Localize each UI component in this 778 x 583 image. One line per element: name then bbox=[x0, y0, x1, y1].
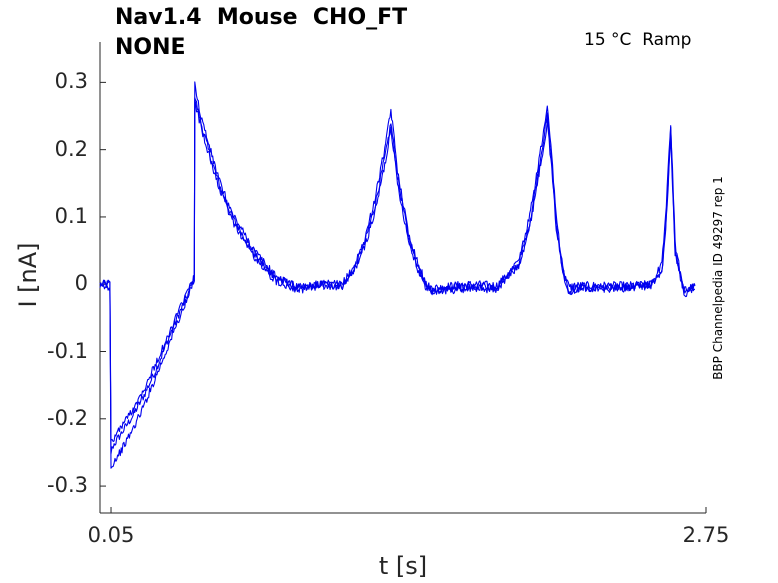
x-tick-label: 2.75 bbox=[682, 523, 730, 547]
x-axis-label: t [s] bbox=[378, 552, 428, 580]
trace-line-1 bbox=[99, 97, 696, 455]
trace-line-2 bbox=[99, 81, 696, 469]
y-tick-label: 0.3 bbox=[54, 69, 88, 94]
chart-title-line2: NONE bbox=[115, 35, 186, 60]
y-tick-label: 0.2 bbox=[54, 136, 88, 161]
conditions-label: 15 °C Ramp bbox=[584, 30, 692, 50]
traces bbox=[99, 81, 696, 469]
y-axis-label: I [nA] bbox=[14, 242, 42, 308]
trace-line-3 bbox=[99, 99, 695, 443]
y-tick-label: 0.1 bbox=[54, 203, 88, 228]
axes bbox=[99, 42, 707, 514]
y-tick-label: -0.2 bbox=[47, 405, 88, 430]
y-tick-label: 0 bbox=[74, 271, 88, 296]
y-tick-label: -0.1 bbox=[47, 338, 88, 363]
x-tick-label: 0.05 bbox=[87, 523, 135, 547]
y-tick-label: -0.3 bbox=[47, 473, 88, 498]
chart-title-line1: Nav1.4 Mouse CHO_FT bbox=[115, 5, 408, 30]
